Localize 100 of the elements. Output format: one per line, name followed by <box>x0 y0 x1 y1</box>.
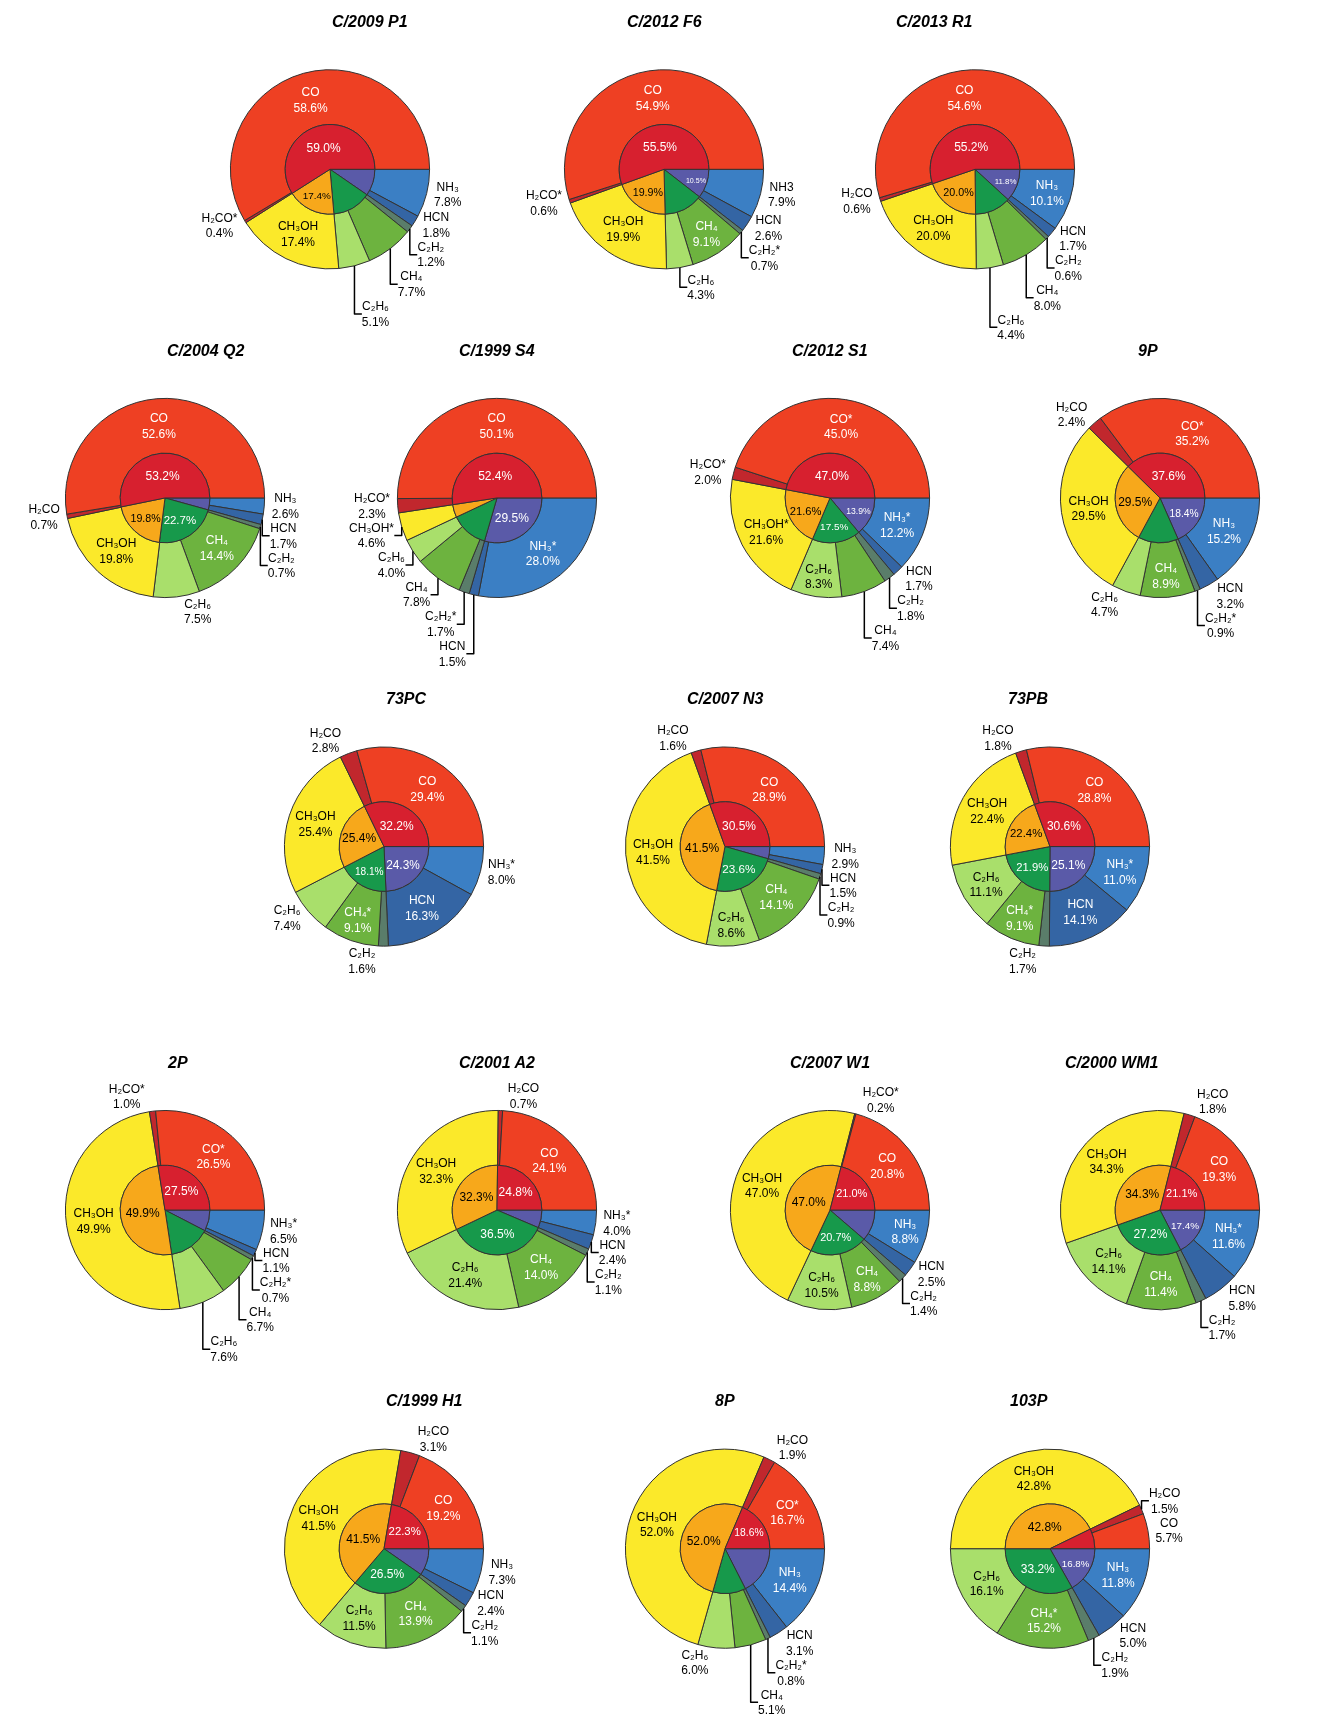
slice-label: C₂H₂ <box>1101 1650 1129 1665</box>
slice-label: H₂CO <box>1196 1086 1229 1101</box>
data-label: 32.3% <box>459 1190 494 1205</box>
chart-title: 73PB <box>1008 690 1049 707</box>
slice-label: HCN <box>786 1628 813 1643</box>
slice-label: H₂CO* <box>108 1081 146 1096</box>
data-label: 4.0% <box>377 565 406 580</box>
data-label: 1.7% <box>1059 239 1088 254</box>
slice-label: CH₃OH <box>73 1206 114 1221</box>
slice-label: CO <box>487 410 506 425</box>
data-label: 9.1% <box>692 235 721 250</box>
data-label: 52.4% <box>478 468 513 483</box>
data-label: 7.8% <box>434 195 462 210</box>
slice-label: CH₄ <box>400 269 423 284</box>
data-label: 42.8% <box>1027 1519 1063 1534</box>
data-label: 25.4% <box>342 831 377 846</box>
data-label: 1.6% <box>659 738 687 753</box>
slice-label: CH₃OH <box>416 1156 457 1171</box>
slice-label: H₂CO <box>776 1432 809 1447</box>
data-label: 41.5% <box>346 1532 381 1547</box>
slice-label: CO <box>1160 1515 1179 1530</box>
slice-label: C₂H₆ <box>805 561 833 576</box>
chart-title: C/2012 S1 <box>792 342 868 359</box>
slice-label: C₂H₂ <box>910 1288 938 1303</box>
slice-label: C₂H₂ <box>897 593 925 608</box>
slice-label: CH₄ <box>760 1687 783 1702</box>
slice-label: C₂H₂ <box>471 1618 499 1633</box>
slice-label: NH₃* <box>1214 1221 1243 1236</box>
slice-label: C₂H₂ <box>1054 253 1082 268</box>
data-label: 7.4% <box>871 638 900 653</box>
data-label: 1.9% <box>778 1448 807 1463</box>
slice-label: HCN <box>1067 897 1094 912</box>
data-label: 15.2% <box>1026 1621 1062 1636</box>
slice-label: CH₄* <box>344 904 372 919</box>
data-label: 13.9% <box>846 506 871 517</box>
slice-label: HCN <box>1120 1620 1147 1635</box>
slice-label: CH₃OH <box>277 219 319 234</box>
slice-label: C₂H₂ <box>268 550 296 565</box>
slice-label: CH₃OH <box>913 213 954 228</box>
slice-label: C₂H₆ <box>681 1647 709 1662</box>
data-label: 16.3% <box>404 908 440 923</box>
data-label: 34.3% <box>1125 1187 1160 1202</box>
data-label: 19.2% <box>426 1508 461 1523</box>
data-label: 2.9% <box>831 856 860 871</box>
data-label: 50.1% <box>479 426 514 441</box>
data-label: 29.5% <box>1071 509 1106 524</box>
data-label: 17.4% <box>281 234 316 249</box>
slice-label: CH₄* <box>1030 1605 1058 1620</box>
data-label: 14.4% <box>199 548 235 563</box>
slice-label: CH₃OH <box>1013 1463 1054 1478</box>
data-label: 3.1% <box>419 1439 448 1454</box>
slice-label: HCN <box>1217 581 1244 596</box>
data-label: 14.0% <box>524 1267 559 1282</box>
slice-label: NH3 <box>769 179 794 194</box>
slice-label: C₂H₂ <box>595 1267 622 1282</box>
slice-label: H₂CO* <box>201 210 238 225</box>
slice-label: CO <box>418 774 437 789</box>
data-label: 19.8% <box>130 512 162 525</box>
data-label: 9.1% <box>1005 918 1034 933</box>
data-label: 1.7% <box>905 579 934 594</box>
data-label: 2.4% <box>598 1253 627 1268</box>
data-label: 11.1% <box>969 885 1003 900</box>
data-label: 8.0% <box>487 873 516 888</box>
chart-title: C/1999 S4 <box>459 342 535 359</box>
data-label: 36.5% <box>480 1226 515 1241</box>
slice-label: CH₄ <box>874 623 897 638</box>
data-label: 1.5% <box>1150 1501 1179 1516</box>
data-label: 54.6% <box>947 98 982 113</box>
data-label: 6.5% <box>269 1231 298 1246</box>
data-label: 19.9% <box>606 229 641 244</box>
slice-label: HCN <box>408 893 435 908</box>
slice-label: C₂H₆ <box>210 1334 238 1349</box>
data-label: 54.9% <box>635 98 671 113</box>
data-label: 13.9% <box>398 1614 433 1629</box>
slice-label: C₂H₆ <box>973 1568 1001 1583</box>
slice-label: H₂CO* <box>689 457 727 472</box>
slice-label: CO* <box>202 1141 226 1156</box>
chart-title: 103P <box>1010 1392 1048 1409</box>
data-label: 0.9% <box>1206 626 1235 641</box>
slice-label: CH₃OH <box>96 536 137 551</box>
data-label: 58.6% <box>293 100 328 115</box>
slice-label: C₂H₆ <box>451 1260 479 1275</box>
data-label: 25.1% <box>1051 858 1086 873</box>
data-label: 0.2% <box>867 1100 895 1115</box>
slice-label: C₂H₂ <box>348 946 376 961</box>
slice-label: C₂H₂ <box>827 900 855 915</box>
data-label: 45.0% <box>824 427 859 442</box>
data-label: 52.0% <box>639 1525 675 1540</box>
data-label: 9.1% <box>344 920 372 935</box>
slice-label: C₂H₂* <box>775 1657 808 1672</box>
slice-label: C₂H₆ <box>808 1270 836 1285</box>
data-label: 1.5% <box>438 654 467 669</box>
slice-label: H₂CO* <box>525 188 563 202</box>
data-label: 55.2% <box>954 140 989 155</box>
slice-label: C₂H₂* <box>1204 610 1237 625</box>
slice-label: NH₃* <box>270 1216 298 1231</box>
data-label: 20.7% <box>820 1231 852 1244</box>
slice-label: NH₃ <box>436 179 459 194</box>
slice-label: CH₃OH <box>967 796 1008 811</box>
data-label: 1.2% <box>417 255 445 270</box>
